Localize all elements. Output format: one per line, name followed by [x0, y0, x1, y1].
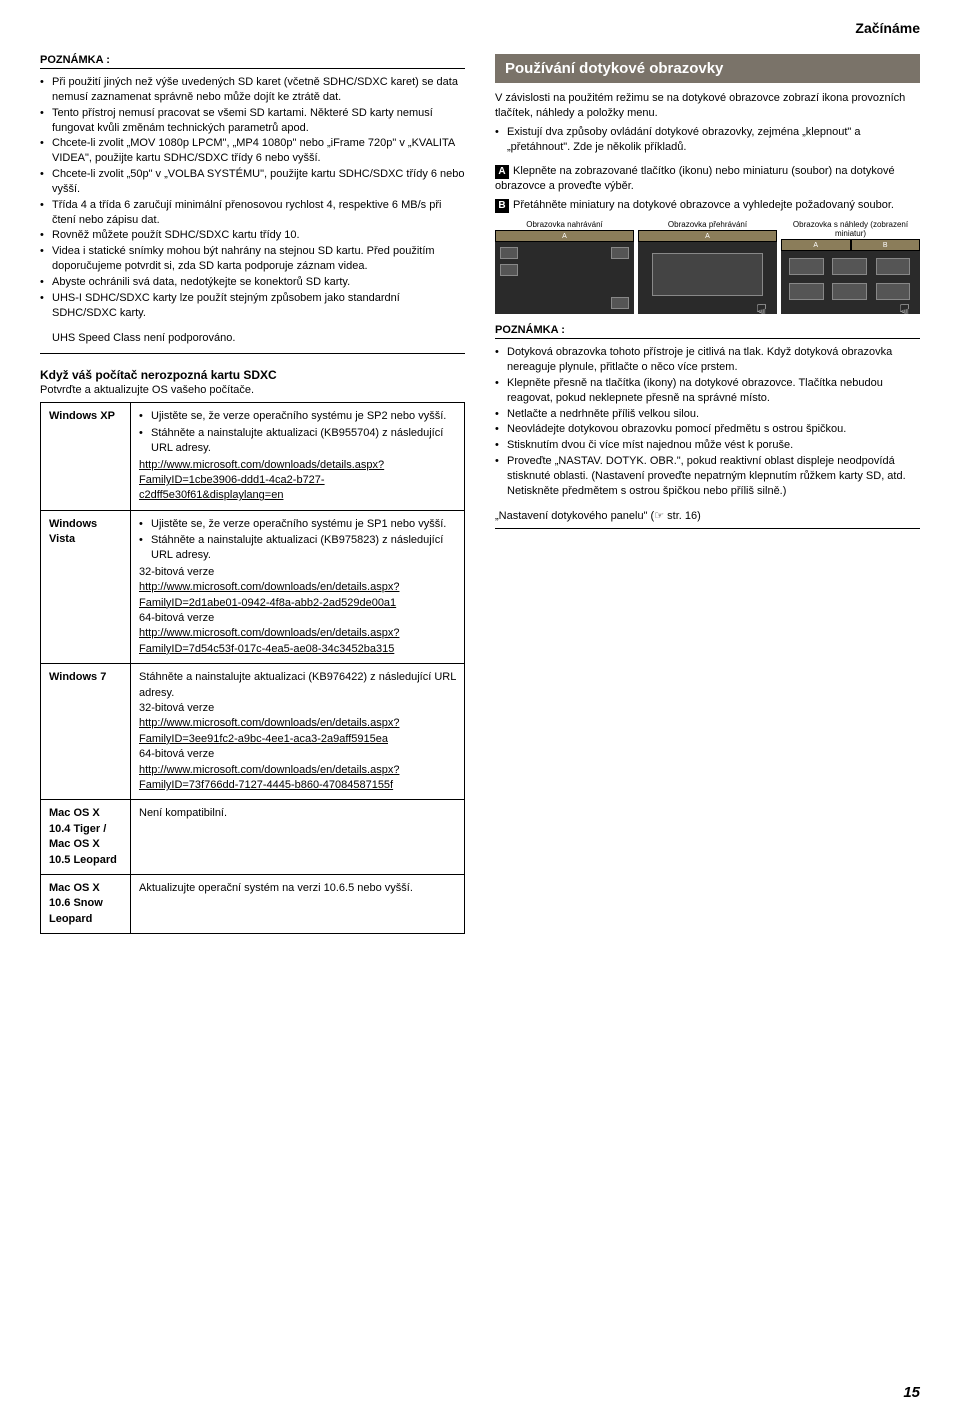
- bullet-item: Klepněte přesně na tlačítka (ikony) na d…: [495, 376, 920, 406]
- fig-panel-thumbs: A B ☟: [781, 239, 920, 314]
- download-link[interactable]: http://www.microsoft.com/downloads/en/de…: [139, 764, 399, 791]
- os-detail-cell: Aktualizujte operační systém na verzi 10…: [131, 874, 465, 933]
- badge-b-text: Přetáhněte miniatury na dotykové obrazov…: [513, 199, 894, 211]
- sdxc-heading: Když váš počítač nerozpozná kartu SDXC: [40, 368, 465, 382]
- bullet-item: Abyste ochránili svá data, nedotýkejte s…: [40, 275, 465, 290]
- table-row: Mac OS X 10.6 Snow Leopard Aktualizujte …: [41, 874, 465, 933]
- plain-text: 64-bitová verze: [139, 611, 456, 626]
- fig-label: Obrazovka nahrávání: [495, 219, 634, 230]
- plain-text: 32-bitová verze: [139, 565, 456, 580]
- fig-tab: A: [495, 230, 634, 242]
- table-row: Windows 7 Stáhněte a nainstalujte aktual…: [41, 664, 465, 800]
- left-column: POZNÁMKA : Při použití jiných než výše u…: [40, 54, 465, 934]
- badge-a-icon: A: [495, 165, 509, 179]
- os-detail-cell: Není kompatibilní.: [131, 800, 465, 875]
- bullet-item: Při použití jiných než výše uvedených SD…: [40, 75, 465, 105]
- badge-a-text: Klepněte na zobrazované tlačítko (ikonu)…: [495, 165, 895, 192]
- os-name-cell: Mac OS X 10.6 Snow Leopard: [41, 874, 131, 933]
- bullet-item: Chcete-li zvolit „50p" v „VOLBA SYSTÉMU"…: [40, 167, 465, 197]
- bullet-item: Tento přístroj nemusí pracovat se všemi …: [40, 106, 465, 136]
- fig-tab: A: [781, 239, 851, 251]
- bullet-item: Videa i statické snímky mohou být nahrán…: [40, 244, 465, 274]
- divider: [40, 353, 465, 354]
- uhs-note: UHS Speed Class není podporováno.: [40, 331, 465, 346]
- divider: [40, 68, 465, 69]
- left-bullet-list: Při použití jiných než výše uvedených SD…: [40, 75, 465, 321]
- bullet-item: Netlačte a nedrhněte příliš velkou silou…: [495, 407, 920, 422]
- cell-bullet: Stáhněte a nainstalujte aktualizaci (KB9…: [139, 426, 456, 457]
- os-compat-table: Windows XP Ujistěte se, že verze operačn…: [40, 402, 465, 934]
- right-bullets-top: Existují dva způsoby ovládání dotykové o…: [495, 125, 920, 155]
- table-row: Windows XP Ujistěte se, že verze operačn…: [41, 403, 465, 510]
- chapter-title: Začínáme: [40, 20, 920, 36]
- plain-text: 64-bitová verze: [139, 747, 456, 762]
- right-column: Používání dotykové obrazovky V závislost…: [495, 54, 920, 934]
- fig-panel-recording: A: [495, 230, 634, 314]
- cell-bullet: Ujistěte se, že verze operačního systému…: [139, 409, 456, 424]
- divider: [495, 338, 920, 339]
- plain-text: 32-bitová verze: [139, 701, 456, 716]
- os-detail-cell: Stáhněte a nainstalujte aktualizaci (KB9…: [131, 664, 465, 800]
- plain-text: Stáhněte a nainstalujte aktualizaci (KB9…: [139, 670, 456, 701]
- os-detail-cell: Ujistěte se, že verze operačního systému…: [131, 403, 465, 510]
- table-row: Windows Vista Ujistěte se, že verze oper…: [41, 510, 465, 664]
- badge-a-line: AKlepněte na zobrazované tlačítko (ikonu…: [495, 164, 920, 194]
- bullet-item: Rovněž můžete použít SDHC/SDXC kartu tří…: [40, 228, 465, 243]
- fig-tab: A: [638, 230, 777, 242]
- fig-label: Obrazovka přehrávání: [638, 219, 777, 230]
- right-bullets-bottom: Dotyková obrazovka tohoto přístroje je c…: [495, 345, 920, 498]
- intro-paragraph: V závislosti na použitém režimu se na do…: [495, 91, 920, 121]
- page-number: 15: [903, 1384, 920, 1401]
- bullet-item: UHS-I SDHC/SDXC karty lze použít stejným…: [40, 291, 465, 321]
- hand-cursor-icon: ☟: [899, 301, 910, 322]
- bullet-item: Stisknutím dvou či více míst najednou mů…: [495, 438, 920, 453]
- fig-tab: B: [851, 239, 921, 251]
- sdxc-subtext: Potvrďte a aktualizujte OS vašeho počíta…: [40, 384, 465, 396]
- bullet-item: Třída 4 a třída 6 zaručují minimální pře…: [40, 198, 465, 228]
- os-name-cell: Mac OS X 10.4 Tiger / Mac OS X 10.5 Leop…: [41, 800, 131, 875]
- section-banner: Používání dotykové obrazovky: [495, 54, 920, 83]
- os-name-cell: Windows Vista: [41, 510, 131, 664]
- badge-b-line: B Přetáhněte miniatury na dotykové obrazo…: [495, 198, 920, 213]
- download-link[interactable]: http://www.microsoft.com/downloads/detai…: [139, 459, 384, 502]
- bullet-item: Existují dva způsoby ovládání dotykové o…: [495, 125, 920, 155]
- os-name-cell: Windows 7: [41, 664, 131, 800]
- bullet-item: Chcete-li zvolit „MOV 1080p LPCM", „MP4 …: [40, 136, 465, 166]
- bullet-item: Dotyková obrazovka tohoto přístroje je c…: [495, 345, 920, 375]
- badge-b-icon: B: [495, 199, 509, 213]
- bullet-item: Neovládejte dotykovou obrazovku pomocí p…: [495, 422, 920, 437]
- note-label-left: POZNÁMKA :: [40, 54, 465, 66]
- hand-cursor-icon: ☟: [756, 301, 767, 322]
- download-link[interactable]: http://www.microsoft.com/downloads/en/de…: [139, 627, 399, 654]
- os-name-cell: Windows XP: [41, 403, 131, 510]
- divider: [495, 528, 920, 529]
- download-link[interactable]: http://www.microsoft.com/downloads/en/de…: [139, 717, 399, 744]
- fig-panel-playback: A ☟: [638, 230, 777, 314]
- table-row: Mac OS X 10.4 Tiger / Mac OS X 10.5 Leop…: [41, 800, 465, 875]
- touchscreen-figure: Obrazovka nahrávání A Obrazovka přehrává…: [495, 219, 920, 314]
- bullet-item: Proveďte „NASTAV. DOTYK. OBR.", pokud re…: [495, 454, 920, 499]
- ref-link-line: „Nastavení dotykového panelu" (☞ str. 16…: [495, 509, 920, 524]
- fig-label: Obrazovka s náhledy (zobrazení miniatur): [781, 219, 920, 239]
- cell-bullet: Stáhněte a nainstalujte aktualizaci (KB9…: [139, 533, 456, 564]
- download-link[interactable]: http://www.microsoft.com/downloads/en/de…: [139, 581, 399, 608]
- cell-bullet: Ujistěte se, že verze operačního systému…: [139, 517, 456, 532]
- note-label-right: POZNÁMKA :: [495, 324, 920, 336]
- os-detail-cell: Ujistěte se, že verze operačního systému…: [131, 510, 465, 664]
